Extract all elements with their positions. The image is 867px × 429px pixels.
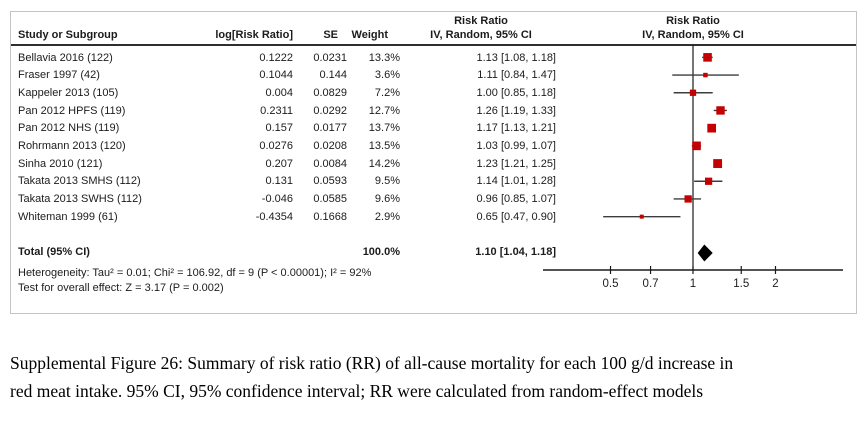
cell-log-risk-ratio: -0.4354 <box>255 210 293 223</box>
table-row: Rohrmann 2013 (120) 0.0276 0.0208 13.5% 1.03… <box>11 137 856 155</box>
cell-estimate: 1.11 [0.84, 1.47] <box>477 69 556 82</box>
axis-tick-label: 0.5 <box>603 278 619 290</box>
plot-header-line1: Risk Ratio <box>666 15 720 27</box>
forest-plot-figure: Study or Subgroup log[Risk Ratio] SE Wei… <box>10 11 857 314</box>
cell-weight: 9.6% <box>374 193 400 206</box>
effect-square <box>703 53 712 62</box>
cell-study: Fraser 1997 (42) <box>18 69 100 82</box>
cell-se: 0.0231 <box>313 51 347 64</box>
cell-estimate: 1.13 [1.08, 1.18] <box>476 51 556 64</box>
cell-estimate: 1.00 [0.85, 1.18] <box>476 86 556 99</box>
cell-weight: 12.7% <box>368 104 400 117</box>
total-estimate: 1.10 [1.04, 1.18] <box>475 246 556 258</box>
cell-se: 0.0593 <box>313 175 347 188</box>
cell-study: Sinha 2010 (121) <box>18 157 103 170</box>
cell-study: Bellavia 2016 (122) <box>18 51 113 64</box>
header-rule <box>11 44 856 46</box>
axis-tick-label: 0.7 <box>643 278 659 290</box>
col-header-se: SE <box>323 29 338 41</box>
effect-square <box>639 214 644 219</box>
cell-log-risk-ratio: 0.004 <box>265 86 293 99</box>
axis-tick-label: 1.5 <box>733 278 749 290</box>
col-header-log-risk-ratio: log[Risk Ratio] <box>215 29 293 41</box>
cell-se: 0.1668 <box>313 210 347 223</box>
effect-square <box>689 89 697 96</box>
cell-estimate: 0.65 [0.47, 0.90] <box>476 210 556 223</box>
cell-weight: 2.9% <box>374 210 400 223</box>
effect-square <box>692 141 701 151</box>
table-row: Fraser 1997 (42) 0.1044 0.144 3.6% 1.11 [0.8… <box>11 66 856 84</box>
effect-square <box>713 159 723 168</box>
overall-effect-text: Test for overall effect: Z = 3.17 (P = 0… <box>18 282 224 294</box>
cell-weight: 13.7% <box>368 122 400 135</box>
cell-log-risk-ratio: 0.131 <box>265 175 293 188</box>
total-label: Total (95% CI) <box>18 246 90 258</box>
forest-plot-svg: 0.5 0.7 1 1.5 2 <box>543 45 843 290</box>
plot-header-line2: IV, Random, 95% CI <box>642 29 744 41</box>
figure-caption: Supplemental Figure 26: Summary of risk … <box>10 352 734 402</box>
cell-se: 0.0585 <box>313 193 347 206</box>
cell-study: Takata 2013 SMHS (112) <box>18 175 141 188</box>
cell-study: Kappeler 2013 (105) <box>18 86 119 99</box>
cell-estimate: 1.17 [1.13, 1.21] <box>476 122 556 135</box>
cell-log-risk-ratio: 0.0276 <box>259 140 293 152</box>
col-header-estimate-line2: IV, Random, 95% CI <box>430 29 532 41</box>
cell-estimate: 1.14 [1.01, 1.28] <box>476 175 556 188</box>
cell-weight: 3.6% <box>374 69 400 82</box>
cell-log-risk-ratio: 0.207 <box>265 157 293 170</box>
effect-square <box>707 123 717 133</box>
cell-se: 0.0208 <box>313 140 347 152</box>
cell-study: Takata 2013 SWHS (112) <box>18 193 142 206</box>
table-row: Whiteman 1999 (61) -0.4354 0.1668 2.9% 0.65 … <box>11 208 856 226</box>
table-row: Kappeler 2013 (105) 0.004 0.0829 7.2% 1.00 [… <box>11 84 856 102</box>
cell-study: Pan 2012 NHS (119) <box>18 122 120 135</box>
cell-se: 0.144 <box>319 69 347 82</box>
cell-se: 0.0829 <box>313 86 347 99</box>
total-weight: 100.0% <box>362 246 400 258</box>
table-row: Takata 2013 SWHS (112) -0.046 0.0585 9.6% 0.… <box>11 190 856 208</box>
cell-estimate: 1.26 [1.19, 1.33] <box>476 104 556 117</box>
cell-weight: 14.2% <box>368 157 400 170</box>
table-row: Takata 2013 SMHS (112) 0.131 0.0593 9.5% 1.1… <box>11 172 856 190</box>
cell-log-risk-ratio: -0.046 <box>261 193 293 206</box>
col-header-estimate-line1: Risk Ratio <box>454 15 508 27</box>
axis-tick-label: 2 <box>772 278 778 290</box>
cell-estimate: 1.03 [0.99, 1.07] <box>476 140 556 152</box>
col-header-weight: Weight <box>351 29 388 41</box>
cell-log-risk-ratio: 0.157 <box>265 122 293 135</box>
effect-square <box>703 72 708 78</box>
effect-square <box>704 177 713 185</box>
total-diamond <box>697 244 713 262</box>
table-row: Bellavia 2016 (122) 0.1222 0.0231 13.3% 1.13… <box>11 49 856 67</box>
table-row: Sinha 2010 (121) 0.207 0.0084 14.2% 1.23 [1.… <box>11 155 856 173</box>
cell-study: Whiteman 1999 (61) <box>18 210 118 223</box>
table-row: Pan 2012 HPFS (119) 0.2311 0.0292 12.7% 1.26… <box>11 102 856 120</box>
cell-study: Pan 2012 HPFS (119) <box>18 104 126 117</box>
cell-log-risk-ratio: 0.1222 <box>259 51 293 64</box>
col-header-study: Study or Subgroup <box>18 29 118 41</box>
cell-se: 0.0177 <box>313 122 347 135</box>
heterogeneity-text: Heterogeneity: Tau² = 0.01; Chi² = 106.9… <box>18 267 372 279</box>
cell-estimate: 0.96 [0.85, 1.07] <box>476 193 556 206</box>
cell-se: 0.0084 <box>313 157 347 170</box>
effect-square <box>716 106 725 115</box>
cell-weight: 13.3% <box>368 51 400 64</box>
cell-weight: 9.5% <box>374 175 400 188</box>
cell-weight: 13.5% <box>368 140 400 152</box>
axis-tick-label: 1 <box>690 278 696 290</box>
effect-square <box>684 195 692 203</box>
cell-study: Rohrmann 2013 (120) <box>18 140 126 152</box>
table-row: Pan 2012 NHS (119) 0.157 0.0177 13.7% 1.17 [… <box>11 119 856 137</box>
cell-weight: 7.2% <box>374 86 400 99</box>
cell-log-risk-ratio: 0.2311 <box>260 104 293 117</box>
cell-estimate: 1.23 [1.21, 1.25] <box>476 157 556 170</box>
cell-se: 0.0292 <box>313 104 347 117</box>
cell-log-risk-ratio: 0.1044 <box>259 69 293 82</box>
